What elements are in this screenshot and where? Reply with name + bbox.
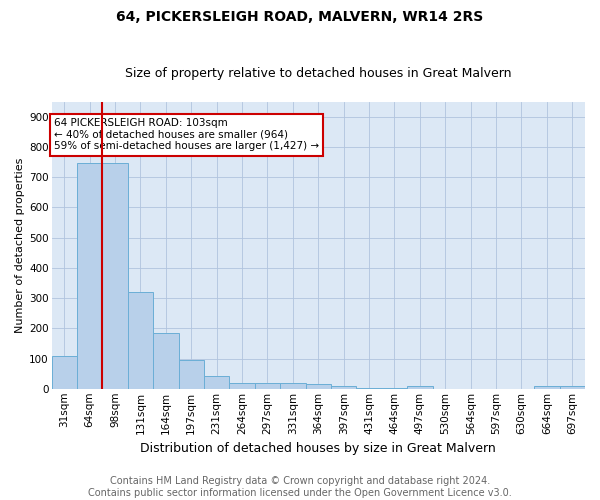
Bar bbox=[153, 333, 179, 389]
Text: 64 PICKERSLEIGH ROAD: 103sqm
← 40% of detached houses are smaller (964)
59% of s: 64 PICKERSLEIGH ROAD: 103sqm ← 40% of de… bbox=[54, 118, 319, 152]
Bar bbox=[128, 292, 153, 389]
Bar bbox=[179, 360, 204, 389]
Bar bbox=[103, 162, 128, 389]
Bar bbox=[305, 384, 331, 389]
Text: 64, PICKERSLEIGH ROAD, MALVERN, WR14 2RS: 64, PICKERSLEIGH ROAD, MALVERN, WR14 2RS bbox=[116, 10, 484, 24]
Bar bbox=[52, 356, 77, 389]
Bar bbox=[204, 376, 229, 389]
Bar bbox=[407, 386, 433, 389]
Bar bbox=[229, 382, 255, 389]
Bar bbox=[560, 386, 585, 389]
X-axis label: Distribution of detached houses by size in Great Malvern: Distribution of detached houses by size … bbox=[140, 442, 496, 455]
Bar bbox=[382, 388, 407, 389]
Text: Contains HM Land Registry data © Crown copyright and database right 2024.
Contai: Contains HM Land Registry data © Crown c… bbox=[88, 476, 512, 498]
Bar bbox=[77, 162, 103, 389]
Bar bbox=[280, 384, 305, 389]
Bar bbox=[331, 386, 356, 389]
Bar bbox=[255, 382, 280, 389]
Y-axis label: Number of detached properties: Number of detached properties bbox=[15, 158, 25, 333]
Title: Size of property relative to detached houses in Great Malvern: Size of property relative to detached ho… bbox=[125, 66, 512, 80]
Bar bbox=[534, 386, 560, 389]
Bar bbox=[356, 388, 382, 389]
